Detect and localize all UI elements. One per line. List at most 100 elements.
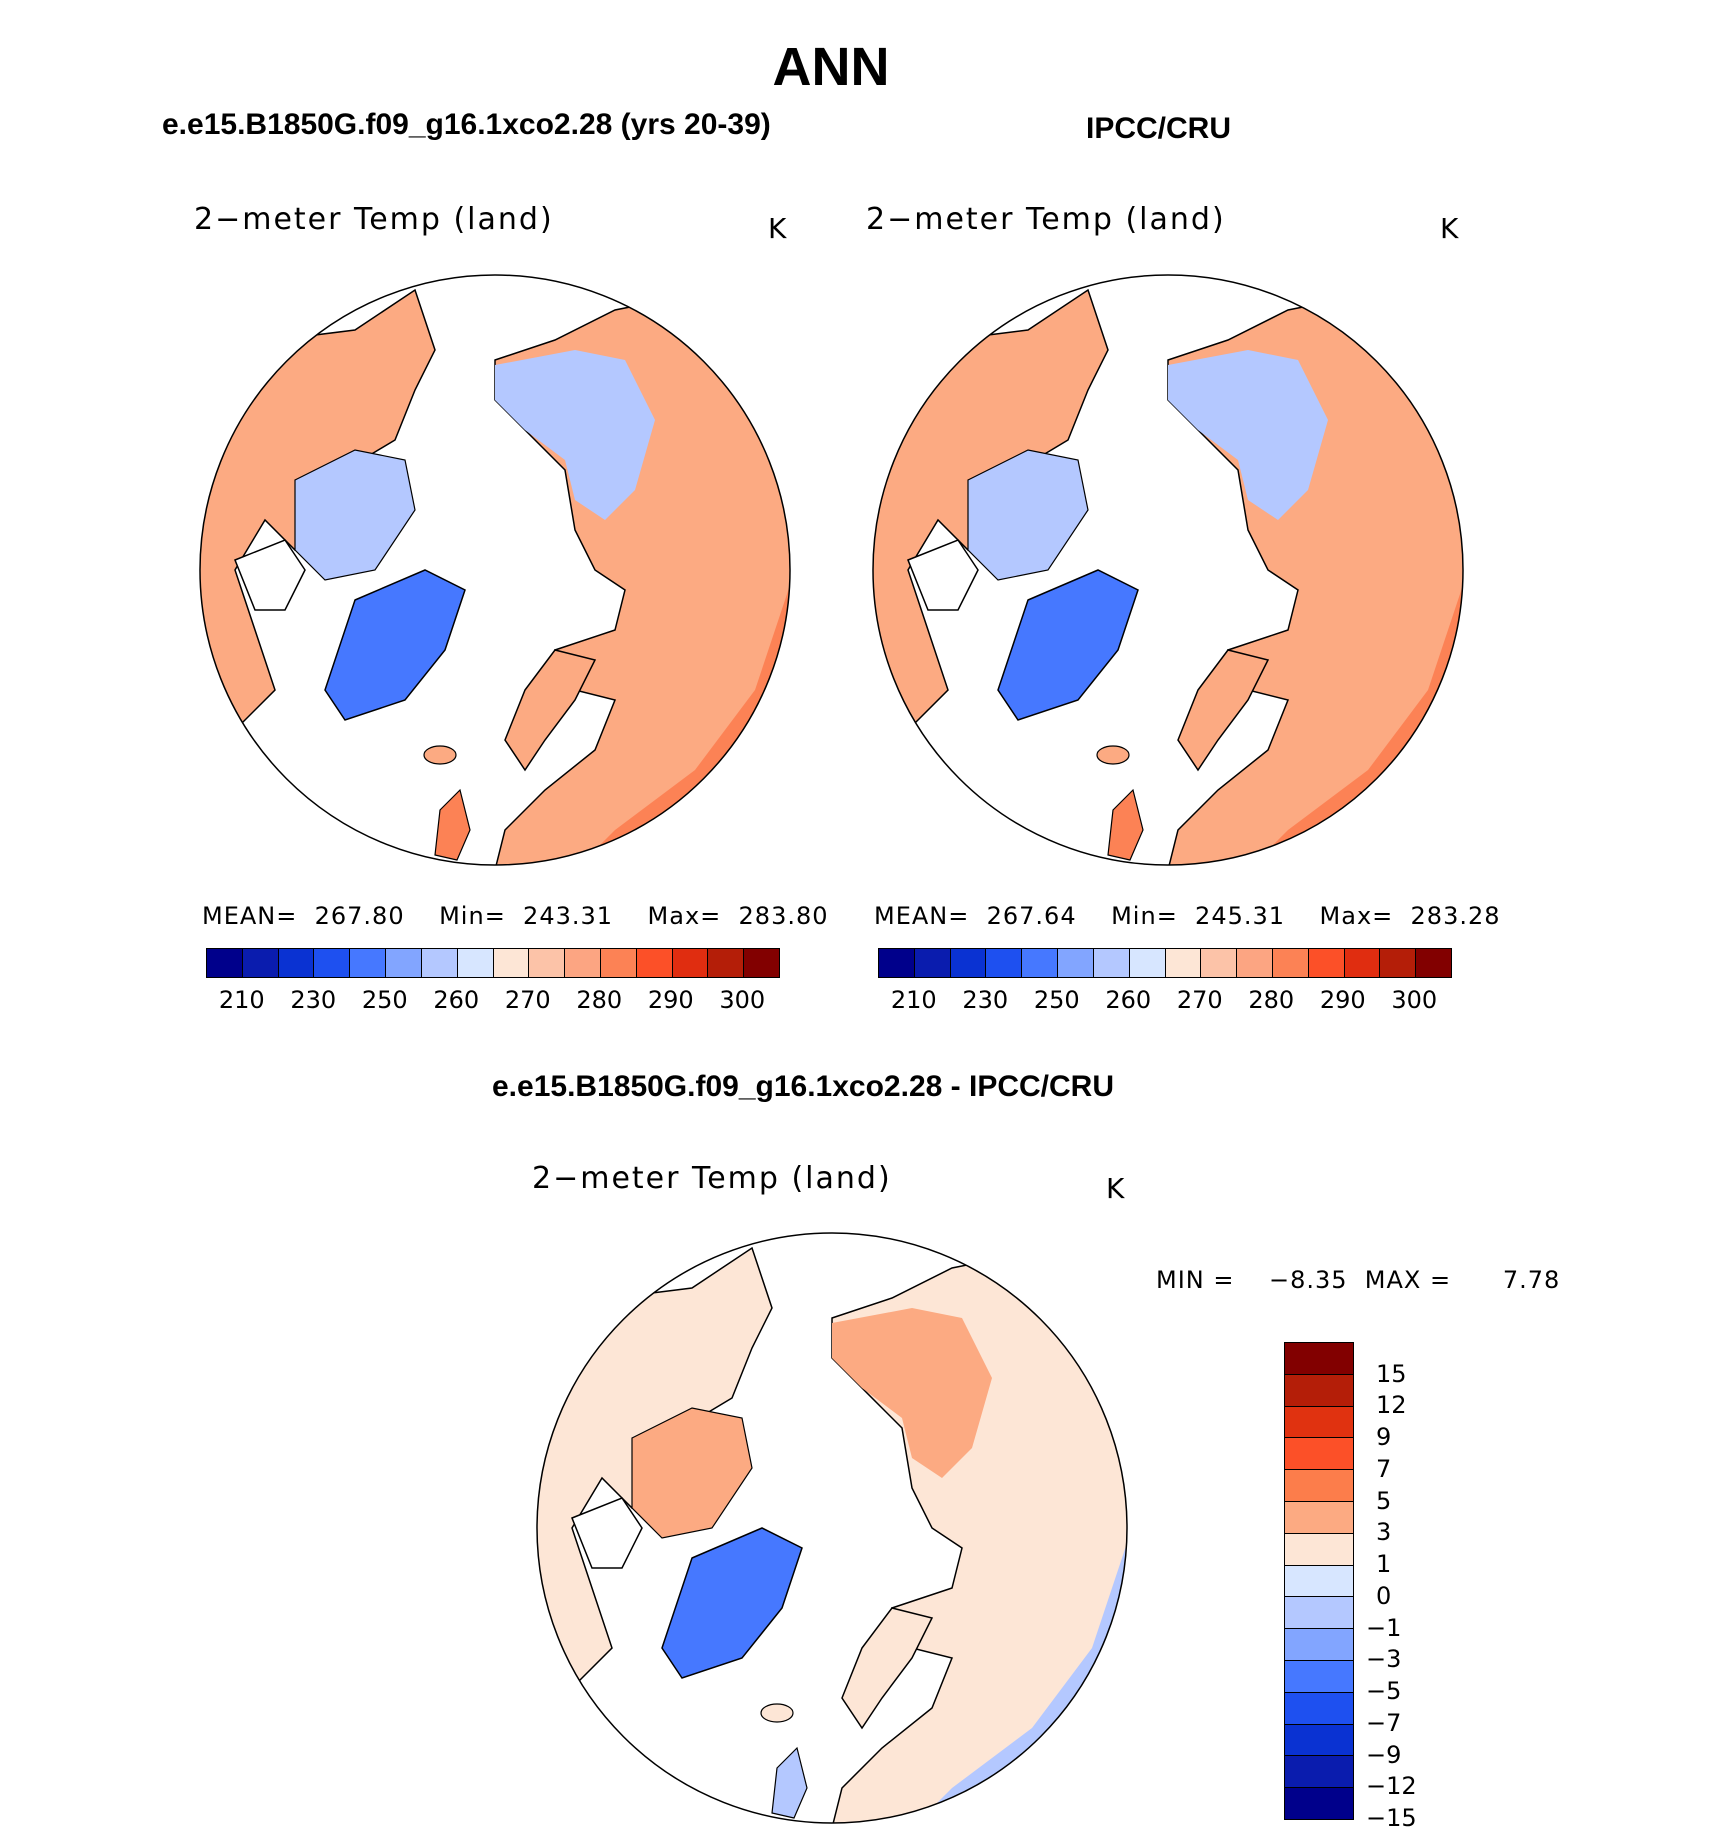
canadian-archipelago xyxy=(631,1407,753,1539)
colorbar-tick-label: 300 xyxy=(1391,986,1438,1014)
colorbar-swatch xyxy=(314,949,351,977)
colorbar-tick-label: 290 xyxy=(647,986,694,1014)
colorbar-tick-label: 260 xyxy=(1105,986,1152,1014)
colorbar-tick-label: 270 xyxy=(1176,986,1223,1014)
colorbar-swatch xyxy=(600,949,637,977)
colorbar-tick-label: 15 xyxy=(1376,1359,1407,1388)
colorbar-swatch xyxy=(1285,1724,1353,1757)
colorbar-swatch xyxy=(565,949,601,977)
colorbar-tick-label: −5 xyxy=(1366,1677,1402,1706)
colorbar-swatch xyxy=(1285,1438,1353,1471)
colorbar-swatch xyxy=(1285,1565,1353,1598)
colorbar-swatch xyxy=(1285,1470,1353,1502)
hudson-bay xyxy=(234,539,306,611)
iceland xyxy=(760,1703,794,1723)
colorbar-swatch xyxy=(636,949,673,977)
colorbar-swatch xyxy=(1380,949,1417,977)
colorbar-swatch xyxy=(1285,1629,1353,1661)
colorbar-swatch xyxy=(278,949,315,977)
model-unit-label: K xyxy=(768,212,787,245)
colorbar-swatch xyxy=(1272,949,1309,977)
scandinavia xyxy=(841,1607,934,1730)
colorbar-swatch xyxy=(350,949,387,977)
model-colorbar-ticks: 210 230 250 260 270 280 290 300 xyxy=(206,986,778,1016)
iceland xyxy=(423,745,457,765)
colorbar-tick-label: 280 xyxy=(1248,986,1295,1014)
iceland xyxy=(1096,745,1130,765)
colorbar-tick-label: 250 xyxy=(1033,986,1080,1014)
hudson-bay xyxy=(571,1497,643,1569)
obs-colorbar xyxy=(878,948,1452,978)
colorbar-swatch xyxy=(1165,949,1202,977)
diff-variable-label: 2−meter Temp (land) xyxy=(532,1161,892,1196)
colorbar-tick-label: −15 xyxy=(1366,1804,1417,1832)
colorbar-tick-label: −12 xyxy=(1366,1772,1417,1801)
diff-colorbar-ticks: 15 12 9 7 5 3 1 0 −1 −3 −5 −7 −9 −12 −15 xyxy=(1366,1342,1446,1832)
colorbar-tick-label: 230 xyxy=(962,986,1009,1014)
colorbar-tick-label: −9 xyxy=(1366,1740,1402,1769)
colorbar-tick-label: 260 xyxy=(433,986,480,1014)
colorbar-tick-label: 210 xyxy=(890,986,937,1014)
colorbar-swatch xyxy=(1129,949,1166,977)
map-boundary xyxy=(199,274,791,866)
colorbar-swatch xyxy=(879,949,915,977)
colorbar-swatch xyxy=(1058,949,1094,977)
colorbar-tick-label: −7 xyxy=(1366,1708,1402,1737)
obs-colorbar-ticks: 210 230 250 260 270 280 290 300 xyxy=(878,986,1450,1016)
colorbar-tick-label: 300 xyxy=(719,986,766,1014)
model-panel-subtitle: e.e15.B1850G.f09_g16.1xco2.28 (yrs 20-39… xyxy=(162,108,771,141)
colorbar-swatch xyxy=(1237,949,1273,977)
colorbar-tick-label: 250 xyxy=(361,986,408,1014)
model-polar-map xyxy=(199,274,791,866)
colorbar-swatch xyxy=(421,949,458,977)
diff-panel-subtitle: e.e15.B1850G.f09_g16.1xco2.28 - IPCC/CRU xyxy=(492,1070,1114,1103)
colorbar-swatch xyxy=(529,949,566,977)
british-isles xyxy=(434,788,471,861)
model-variable-label: 2−meter Temp (land) xyxy=(194,202,554,237)
colorbar-swatch xyxy=(457,949,494,977)
obs-variable-label: 2−meter Temp (land) xyxy=(866,202,1226,237)
british-isles xyxy=(1107,788,1144,861)
hudson-bay xyxy=(907,539,979,611)
colorbar-swatch xyxy=(1285,1406,1353,1439)
colorbar-tick-label: 210 xyxy=(218,986,265,1014)
obs-unit-label: K xyxy=(1440,212,1459,245)
colorbar-swatch xyxy=(1022,949,1059,977)
british-isles xyxy=(771,1746,808,1819)
colorbar-tick-label: 1 xyxy=(1376,1550,1392,1579)
colorbar-swatch xyxy=(1201,949,1238,977)
colorbar-swatch xyxy=(1416,949,1451,977)
diff-polar-map xyxy=(536,1232,1128,1824)
obs-polar-map xyxy=(872,274,1464,866)
colorbar-swatch xyxy=(950,949,987,977)
colorbar-tick-label: 9 xyxy=(1376,1423,1392,1452)
colorbar-tick-label: 290 xyxy=(1319,986,1366,1014)
canadian-archipelago xyxy=(967,449,1089,581)
colorbar-swatch xyxy=(207,949,243,977)
colorbar-tick-label: −1 xyxy=(1366,1613,1402,1642)
colorbar-swatch xyxy=(1285,1501,1353,1534)
colorbar-tick-label: 12 xyxy=(1376,1391,1407,1420)
diff-colorbar xyxy=(1284,1342,1354,1820)
model-stats: MEAN= 267.80 Min= 243.31 Max= 283.80 xyxy=(202,902,829,930)
colorbar-tick-label: 230 xyxy=(290,986,337,1014)
colorbar-swatch xyxy=(1285,1533,1353,1566)
scandinavia xyxy=(1177,649,1270,772)
diff-unit-label: K xyxy=(1106,1172,1125,1205)
model-colorbar xyxy=(206,948,780,978)
greenland xyxy=(661,1527,803,1679)
colorbar-swatch xyxy=(708,949,745,977)
diff-minmax: MIN = −8.35 MAX = 7.78 xyxy=(1156,1266,1561,1294)
colorbar-swatch xyxy=(914,949,951,977)
colorbar-swatch xyxy=(493,949,530,977)
colorbar-swatch xyxy=(1285,1374,1353,1407)
colorbar-swatch xyxy=(1093,949,1130,977)
colorbar-swatch xyxy=(1285,1756,1353,1789)
colorbar-tick-label: 7 xyxy=(1376,1454,1392,1483)
map-boundary xyxy=(872,274,1464,866)
colorbar-tick-label: 0 xyxy=(1376,1581,1392,1610)
greenland xyxy=(324,569,466,721)
colorbar-swatch xyxy=(1285,1660,1353,1693)
colorbar-swatch xyxy=(1308,949,1345,977)
obs-stats: MEAN= 267.64 Min= 245.31 Max= 283.28 xyxy=(874,902,1501,930)
